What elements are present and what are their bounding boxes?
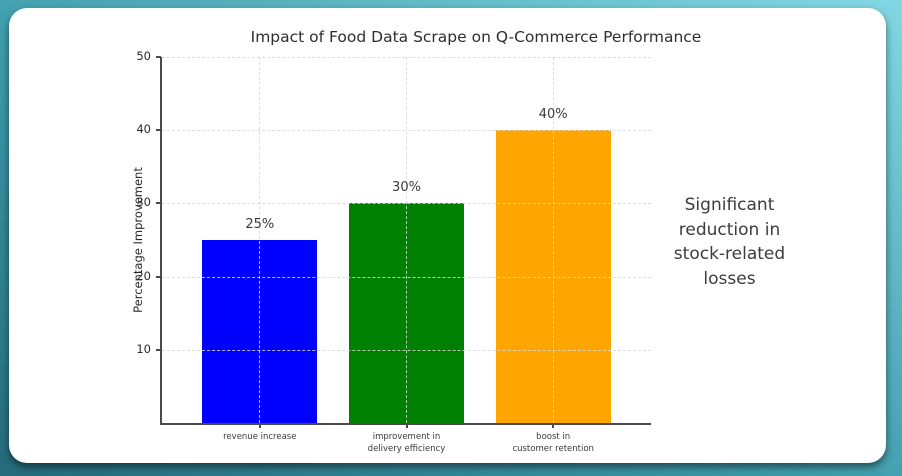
- chart-card: Impact of Food Data Scrape on Q-Commerce…: [9, 8, 886, 463]
- annotation-text: Significant reduction in stock-related l…: [637, 193, 822, 292]
- y-tick-label-30: 30: [136, 195, 151, 210]
- x-tick-label-line: customer retention: [512, 444, 594, 455]
- x-tick-improvement-in-delivery-efficiency: [405, 423, 408, 428]
- grid-line-x-improvement-in-delivery-efficiency: [406, 57, 407, 423]
- chart-title: Impact of Food Data Scrape on Q-Commerce…: [250, 28, 702, 46]
- y-tick-30: [156, 202, 161, 205]
- x-tick-label-improvement-in-delivery-efficiency: improvement in delivery efficiency: [332, 431, 482, 456]
- y-tick-label-20: 20: [136, 268, 151, 283]
- y-axis-label: Percentage Improvement: [131, 167, 145, 313]
- y-tick-label-40: 40: [136, 122, 151, 137]
- x-tick-label-line: revenue increase: [223, 432, 297, 442]
- x-axis-spine: [160, 423, 651, 425]
- x-tick-boost-in-customer-retention: [552, 423, 555, 428]
- annotation-line: Significant: [684, 195, 775, 215]
- chart-area: 10 20 30 40 50 25% revenue increase 30% improvem…: [9, 8, 886, 463]
- y-tick-50: [156, 56, 161, 58]
- y-tick-label-50: 50: [136, 49, 151, 63]
- y-tick-10: [156, 348, 161, 351]
- x-tick-label-line: improvement in: [372, 432, 441, 442]
- y-tick-40: [156, 129, 161, 132]
- x-tick-label-revenue-increase: revenue increase: [185, 431, 335, 443]
- x-tick-revenue-increase: [258, 423, 261, 428]
- bar-value-label-improvement-in-delivery-efficiency: 30%: [392, 180, 421, 196]
- y-tick-20: [156, 275, 161, 278]
- y-tick-label-10: 10: [136, 341, 151, 356]
- annotation-line: reduction in: [678, 219, 781, 240]
- grid-line-x-revenue-increase: [259, 57, 261, 423]
- bar-value-label-revenue-increase: 25%: [245, 217, 275, 232]
- bar-value-label-boost-in-customer-retention: 40%: [538, 107, 568, 123]
- x-tick-label-line: boost in: [536, 432, 571, 442]
- annotation-line: stock-related: [673, 244, 786, 265]
- x-tick-label-line: delivery efficiency: [367, 444, 446, 455]
- y-axis-spine: [160, 57, 162, 425]
- x-tick-label-boost-in-customer-retention: boost in customer retention: [478, 431, 628, 456]
- annotation-line: losses: [703, 268, 756, 289]
- grid-line-x-boost-in-customer-retention: [552, 57, 554, 423]
